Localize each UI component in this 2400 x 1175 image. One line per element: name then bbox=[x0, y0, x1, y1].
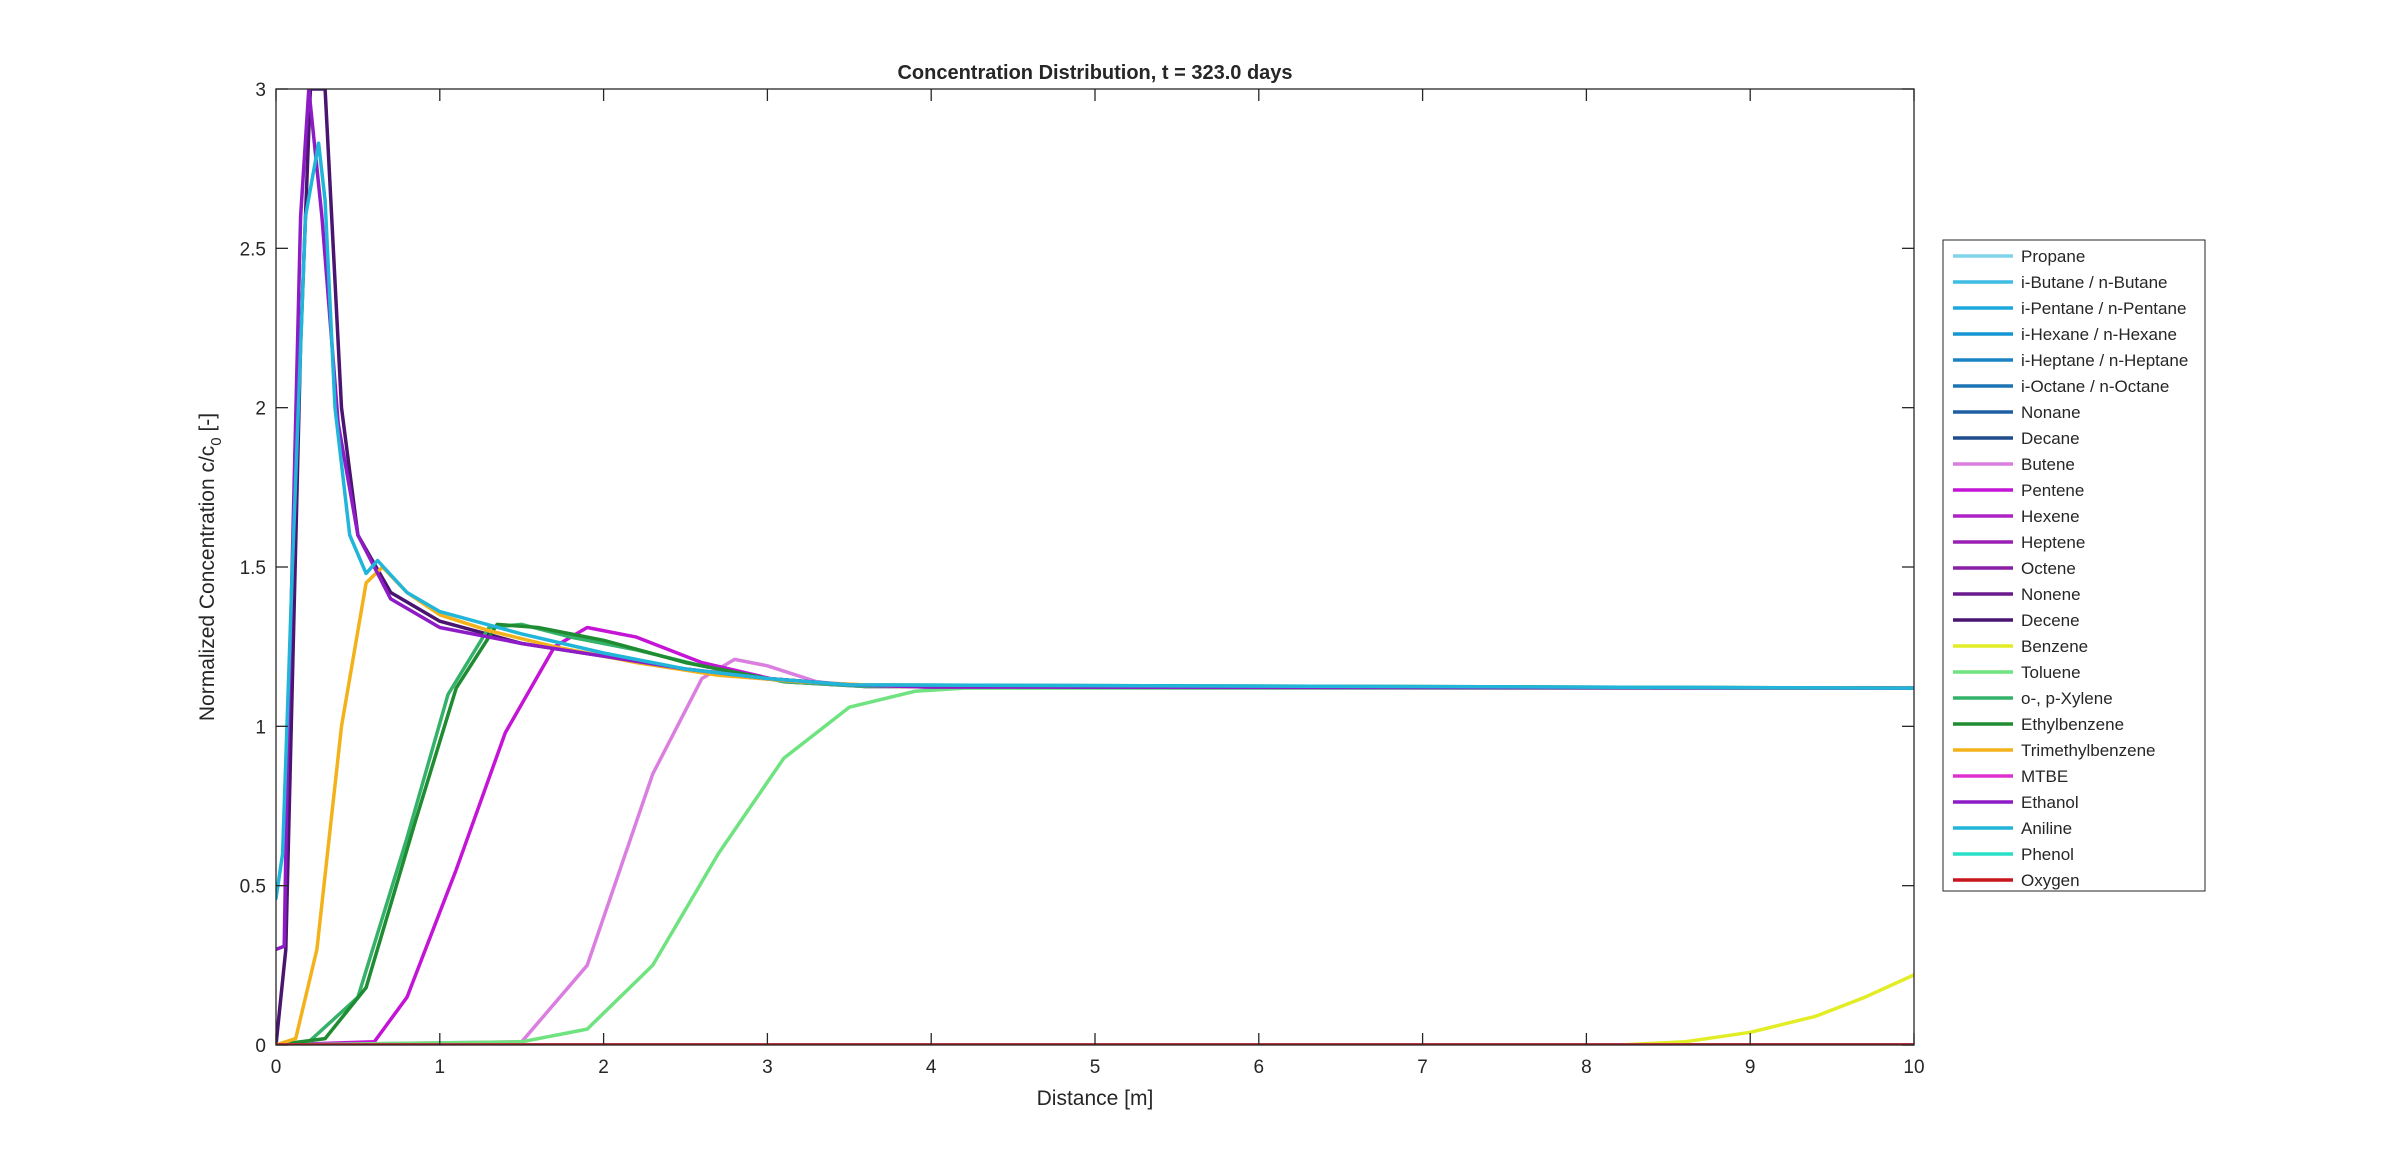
y-axis-label-subscript: 0 bbox=[208, 437, 225, 445]
legend-label: i-Hexane / n-Hexane bbox=[2021, 325, 2177, 344]
legend-item: Phenol bbox=[1953, 845, 2074, 864]
y-tick-label: 1.5 bbox=[240, 558, 266, 579]
legend-label: Propane bbox=[2021, 247, 2085, 266]
legend-label: Nonane bbox=[2021, 403, 2081, 422]
legend-box bbox=[1942, 239, 2206, 892]
legend-label: Ethylbenzene bbox=[2021, 715, 2124, 734]
legend-label: Toluene bbox=[2021, 663, 2081, 682]
series-layer bbox=[276, 89, 1914, 1045]
legend-item: i-Pentane / n-Pentane bbox=[1953, 299, 2186, 318]
legend-label: i-Pentane / n-Pentane bbox=[2021, 299, 2186, 318]
legend-label: Hexene bbox=[2021, 507, 2080, 526]
legend-label: Octene bbox=[2021, 559, 2076, 578]
x-tick-label: 4 bbox=[926, 1057, 937, 1078]
y-axis-label: Normalized Concentration c/c0 [-] bbox=[196, 413, 225, 721]
legend-item: Nonene bbox=[1953, 585, 2081, 604]
legend-label: i-Heptane / n-Heptane bbox=[2021, 351, 2188, 370]
legend-item: Nonane bbox=[1953, 403, 2081, 422]
legend-item: Propane bbox=[1953, 247, 2085, 266]
legend-label: o-, p-Xylene bbox=[2021, 689, 2113, 708]
x-tick-label: 1 bbox=[435, 1057, 446, 1078]
legend-item: Oxygen bbox=[1953, 871, 2080, 890]
legend: Propane i-Butane / n-Butane i-Pentane / n-… bbox=[1942, 239, 2206, 892]
legend-label: Pentene bbox=[2021, 481, 2084, 500]
legend-label: Aniline bbox=[2021, 819, 2072, 838]
legend-item: Decene bbox=[1953, 611, 2080, 630]
legend-label: Oxygen bbox=[2021, 871, 2080, 890]
legend-label: Trimethylbenzene bbox=[2021, 741, 2156, 760]
y-axis-label-unit: [-] bbox=[196, 413, 219, 438]
legend-item: Toluene bbox=[1953, 663, 2081, 682]
legend-item: i-Hexane / n-Hexane bbox=[1953, 325, 2177, 344]
series-line-16 bbox=[276, 686, 1914, 1045]
legend-item: MTBE bbox=[1953, 767, 2068, 786]
y-tick-label: 2.5 bbox=[240, 239, 266, 260]
legend-label: Phenol bbox=[2021, 845, 2074, 864]
x-tick-label: 5 bbox=[1090, 1057, 1101, 1078]
y-tick-label: 0.5 bbox=[240, 877, 266, 898]
legend-item: i-Octane / n-Octane bbox=[1953, 377, 2169, 396]
legend-item: o-, p-Xylene bbox=[1953, 689, 2113, 708]
x-tick-label: 6 bbox=[1254, 1057, 1265, 1078]
legend-item: Benzene bbox=[1953, 637, 2088, 656]
legend-item: Decane bbox=[1953, 429, 2080, 448]
x-tick-label: 10 bbox=[1903, 1057, 1924, 1078]
x-tick-label: 0 bbox=[271, 1057, 282, 1078]
legend-item: Trimethylbenzene bbox=[1953, 741, 2156, 760]
legend-item: Ethylbenzene bbox=[1953, 715, 2124, 734]
legend-item: Heptene bbox=[1953, 533, 2085, 552]
legend-items: Propane i-Butane / n-Butane i-Pentane / n-… bbox=[1953, 247, 2188, 890]
y-axis-label-main: Normalized Concentration c/c bbox=[196, 446, 219, 721]
legend-item: Octene bbox=[1953, 559, 2076, 578]
y-tick-label: 0 bbox=[255, 1036, 266, 1057]
legend-label: Nonene bbox=[2021, 585, 2081, 604]
legend-item: Butene bbox=[1953, 455, 2075, 474]
series-line-22 bbox=[276, 141, 1914, 901]
tick-layer: 0 1 2 3 4 5 6 7 8 9 10 0 0.5 1 1.5 2 2.5 3 bbox=[240, 80, 1925, 1078]
x-tick-label: 7 bbox=[1417, 1057, 1428, 1078]
legend-label: i-Butane / n-Butane bbox=[2021, 273, 2167, 292]
legend-item: i-Heptane / n-Heptane bbox=[1953, 351, 2188, 370]
legend-item: Pentene bbox=[1953, 481, 2084, 500]
legend-label: Decene bbox=[2021, 611, 2080, 630]
legend-label: Decane bbox=[2021, 429, 2080, 448]
legend-item: Aniline bbox=[1953, 819, 2072, 838]
series-line-15 bbox=[276, 973, 1914, 1045]
legend-label: i-Octane / n-Octane bbox=[2021, 377, 2169, 396]
y-tick-label: 2 bbox=[255, 399, 266, 420]
chart-title: Concentration Distribution, t = 323.0 da… bbox=[897, 62, 1292, 84]
legend-label: Butene bbox=[2021, 455, 2075, 474]
legend-label: Ethanol bbox=[2021, 793, 2079, 812]
x-tick-label: 3 bbox=[762, 1057, 773, 1078]
plot-area: 0 1 2 3 4 5 6 7 8 9 10 0 0.5 1 1.5 2 2.5 3 bbox=[240, 80, 1925, 1078]
x-tick-label: 9 bbox=[1745, 1057, 1756, 1078]
legend-label: Benzene bbox=[2021, 637, 2088, 656]
legend-item: Hexene bbox=[1953, 507, 2080, 526]
x-tick-label: 2 bbox=[598, 1057, 609, 1078]
legend-label: MTBE bbox=[2021, 767, 2068, 786]
axes-background bbox=[276, 89, 1914, 1045]
y-tick-label: 1 bbox=[255, 717, 266, 738]
legend-label: Heptene bbox=[2021, 533, 2085, 552]
x-tick-label: 8 bbox=[1581, 1057, 1592, 1078]
legend-item: Ethanol bbox=[1953, 793, 2079, 812]
x-axis-label: Distance [m] bbox=[1037, 1087, 1154, 1110]
legend-item: i-Butane / n-Butane bbox=[1953, 273, 2167, 292]
y-tick-label: 3 bbox=[255, 80, 266, 101]
